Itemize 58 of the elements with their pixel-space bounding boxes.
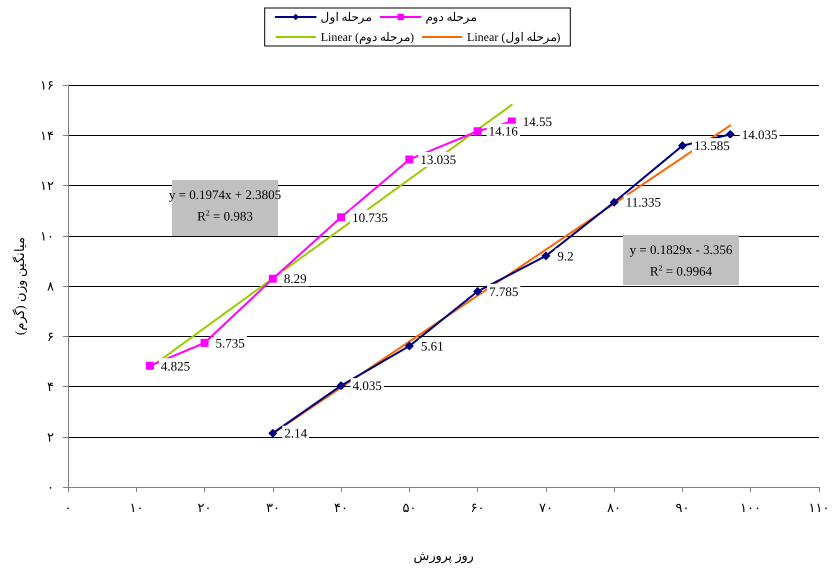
point bbox=[404, 342, 414, 351]
x-tick-label: ۲۰ bbox=[198, 500, 212, 515]
legend-label: Linear (مرحله اول) bbox=[467, 30, 560, 44]
point bbox=[200, 338, 209, 347]
x-tick-label: ۴۰ bbox=[334, 500, 348, 515]
legend-label: مرحله دوم bbox=[426, 10, 477, 24]
y-tick-label: ۱۶ bbox=[40, 78, 54, 92]
data-label: 14.035 bbox=[742, 126, 778, 142]
x-tick-label: ۸۰ bbox=[607, 500, 622, 515]
annotation: y = 0.1829x - 3.356 bbox=[630, 242, 733, 257]
x-axis-title: روز پرورش bbox=[413, 548, 474, 564]
data-label: 13.585 bbox=[694, 138, 730, 154]
point bbox=[474, 127, 482, 136]
point bbox=[473, 286, 482, 296]
y-tick-label: ۴ bbox=[47, 379, 54, 394]
data-label: 5.735 bbox=[216, 335, 245, 350]
data-label: 10.735 bbox=[352, 210, 388, 225]
y-tick-label: ۸ bbox=[47, 278, 54, 294]
point bbox=[146, 362, 154, 370]
y-tick-label: ۶ bbox=[47, 328, 54, 344]
data-label: 11.335 bbox=[626, 194, 661, 210]
data-label: 13.035 bbox=[420, 152, 456, 167]
data-label: 14.16 bbox=[488, 124, 518, 139]
point bbox=[726, 130, 735, 139]
data-label: 8.29 bbox=[284, 271, 307, 286]
data-label: 2.14 bbox=[284, 426, 308, 441]
annotation: y = 0.1974x + 2.3805 bbox=[168, 187, 282, 202]
x-tick-label: ۹۰ bbox=[675, 500, 690, 515]
point bbox=[268, 274, 277, 283]
y-tick-label: ۲ bbox=[47, 429, 54, 444]
x-tick-label: ۱۱۰ bbox=[808, 500, 830, 515]
legend-label: Linear (مرحله دوم) bbox=[320, 30, 414, 44]
point bbox=[336, 381, 346, 390]
x-tick-label: ۵۰ bbox=[402, 500, 416, 515]
data-label: 14.55 bbox=[522, 114, 552, 129]
y-tick-label: ۱۲ bbox=[40, 178, 54, 193]
y-tick-label: ۱۰ bbox=[40, 228, 54, 244]
point bbox=[405, 155, 414, 164]
data-label: 7.785 bbox=[489, 284, 518, 299]
x-tick-label: ۰ bbox=[64, 500, 72, 515]
point bbox=[268, 428, 278, 438]
y-tick-label: ۰ bbox=[47, 480, 54, 494]
x-tick-label: ۳۰ bbox=[266, 500, 280, 515]
x-tick-label: ۷۰ bbox=[538, 500, 553, 515]
x-tick-label: ۱۰۰ bbox=[740, 500, 762, 515]
point bbox=[678, 141, 687, 150]
y-axis-title: میانگین وزن (گرم) bbox=[12, 236, 28, 336]
point bbox=[541, 251, 550, 260]
x-tick-label: ۱۰ bbox=[129, 500, 144, 515]
data-label: 5.61 bbox=[420, 338, 444, 354]
data-label: 9.2 bbox=[557, 248, 574, 264]
point bbox=[610, 198, 619, 207]
point bbox=[337, 213, 346, 222]
legend-label: مرحله اول bbox=[320, 10, 372, 24]
data-label: 4.035 bbox=[352, 378, 382, 394]
data-label: 4.825 bbox=[160, 358, 190, 374]
x-tick-label: ۶۰ bbox=[470, 500, 485, 515]
y-tick-label: ۱۴ bbox=[40, 128, 54, 143]
